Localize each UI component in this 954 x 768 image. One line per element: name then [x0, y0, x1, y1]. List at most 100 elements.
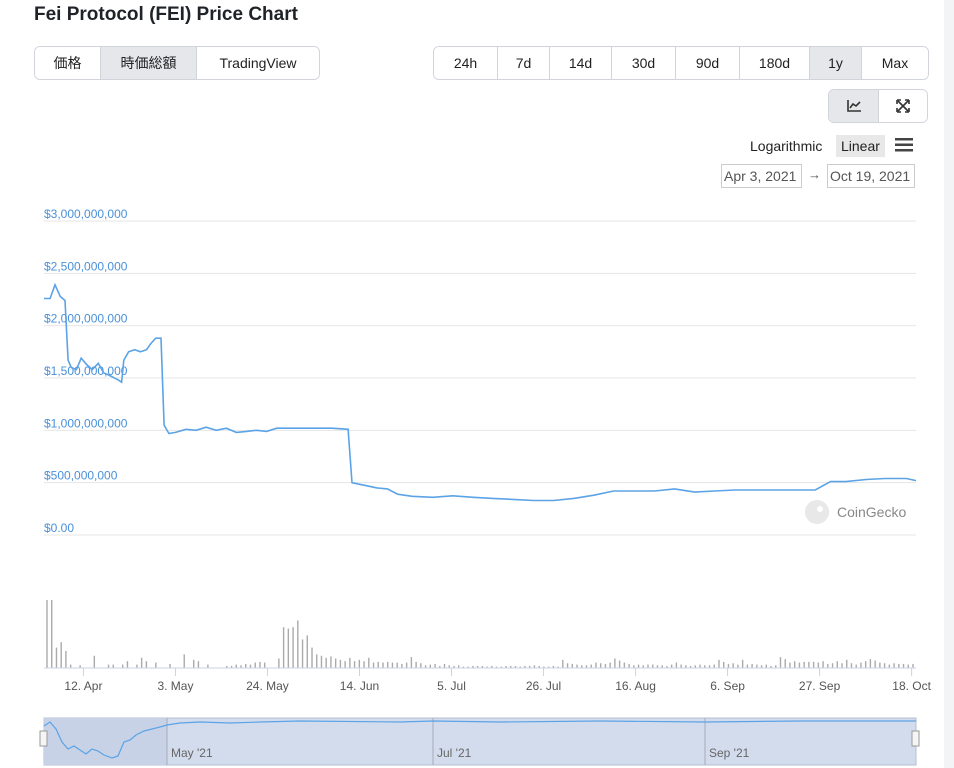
- volume-bar: [46, 600, 48, 668]
- volume-bar: [571, 663, 573, 668]
- volume-bar: [585, 665, 588, 668]
- volume-bar: [831, 663, 834, 668]
- tab-tradingview[interactable]: TradingView: [197, 47, 319, 79]
- volume-bar: [339, 659, 342, 668]
- volume-bar: [576, 664, 578, 668]
- volume-bar: [680, 664, 682, 668]
- volume-bar: [462, 666, 465, 668]
- navigator-label: May '21: [171, 746, 213, 760]
- volume-bar: [505, 665, 507, 668]
- volume-bar: [169, 663, 171, 668]
- volume-bar: [841, 663, 843, 668]
- volume-bar: [396, 662, 398, 668]
- volume-bar: [368, 657, 370, 668]
- range-14d[interactable]: 14d: [550, 47, 612, 79]
- volume-bar: [907, 664, 909, 668]
- range-7d[interactable]: 7d: [498, 47, 550, 79]
- y-tick-label: $2,000,000,000: [44, 312, 128, 326]
- volume-bar: [448, 665, 450, 668]
- volume-bar: [93, 655, 96, 668]
- volume-bar: [372, 662, 375, 668]
- volume-bar: [898, 663, 900, 668]
- volume-bar: [803, 661, 805, 668]
- volume-bar: [732, 663, 734, 668]
- volume-bar: [869, 659, 872, 668]
- scale-linear[interactable]: Linear: [836, 135, 885, 157]
- scale-logarithmic[interactable]: Logarithmic: [750, 138, 823, 154]
- volume-bar: [453, 665, 455, 668]
- y-tick-label: $500,000,000: [44, 469, 118, 483]
- volume-bar: [306, 635, 308, 668]
- volume-bar: [538, 665, 540, 668]
- volume-bar: [405, 662, 408, 668]
- y-tick-label: $1,000,000,000: [44, 416, 128, 430]
- volume-bar: [723, 661, 725, 668]
- volume-bar: [155, 662, 157, 668]
- volume-bar: [760, 665, 763, 668]
- arrow-icon: →: [808, 167, 821, 182]
- volume-bar: [510, 665, 512, 668]
- volume-bar: [609, 662, 611, 668]
- volume-bar: [670, 664, 673, 668]
- y-tick-label: $3,000,000,000: [44, 207, 128, 221]
- volume-bar: [377, 661, 379, 668]
- volume-bar: [822, 661, 824, 668]
- hamburger-menu-icon[interactable]: [895, 138, 913, 157]
- volume-bar: [846, 659, 848, 668]
- volume-bar: [647, 664, 649, 668]
- view-toggle: [828, 89, 928, 123]
- line-chart-icon[interactable]: [829, 90, 879, 122]
- tab-price[interactable]: 価格: [35, 47, 101, 79]
- volume-bar: [746, 664, 749, 668]
- volume-bar: [458, 665, 460, 668]
- volume-bar: [207, 664, 209, 668]
- volume-bar: [481, 665, 484, 668]
- x-tick-label: 27. Sep: [799, 679, 841, 693]
- range-max[interactable]: Max: [862, 47, 928, 79]
- range-24h[interactable]: 24h: [434, 47, 498, 79]
- volume-bar: [358, 659, 361, 668]
- volume-bar: [633, 665, 635, 668]
- chart-type-tabs: 価格 時価総額 TradingView: [34, 46, 320, 80]
- range-1y[interactable]: 1y: [810, 47, 862, 79]
- expand-icon[interactable]: [879, 90, 927, 122]
- volume-bar: [311, 647, 313, 668]
- volume-bar: [263, 662, 266, 668]
- volume-bar: [864, 661, 867, 668]
- volume-bar: [590, 664, 592, 668]
- volume-bar: [699, 664, 701, 668]
- volume-bar: [765, 664, 768, 668]
- navigator-line: [43, 720, 916, 759]
- date-to-input[interactable]: Oct 19, 2021: [827, 164, 915, 188]
- volume-bar: [140, 657, 143, 668]
- volume-bar: [320, 655, 323, 668]
- volume-bar: [533, 665, 536, 668]
- volume-bar: [902, 663, 905, 668]
- volume-bar: [60, 642, 62, 668]
- range-90d[interactable]: 90d: [676, 47, 740, 79]
- coingecko-watermark: CoinGecko: [805, 500, 906, 524]
- x-tick-label: 12. Apr: [64, 679, 102, 693]
- volume-bar: [552, 665, 555, 668]
- date-from-input[interactable]: Apr 3, 2021: [721, 164, 802, 188]
- volume-bar: [183, 654, 185, 668]
- volume-bar: [387, 661, 389, 668]
- y-tick-label: $0.00: [44, 521, 74, 535]
- page-scrollbar[interactable]: [944, 0, 954, 768]
- volume-bar: [259, 661, 261, 668]
- range-180d[interactable]: 180d: [740, 47, 810, 79]
- volume-bar: [349, 657, 351, 668]
- navigator[interactable]: May '21 Jul '21 Sep '21: [39, 717, 920, 766]
- volume-bar: [401, 663, 403, 668]
- volume-bar: [316, 654, 318, 668]
- volume-bar: [126, 661, 129, 668]
- range-30d[interactable]: 30d: [612, 47, 676, 79]
- volume-bar: [656, 665, 659, 668]
- volume-bar: [860, 662, 862, 668]
- navigator-right-handle: [911, 730, 920, 747]
- tab-market-cap[interactable]: 時価総額: [101, 47, 197, 79]
- watermark-text: CoinGecko: [837, 504, 906, 520]
- y-tick-label: $2,500,000,000: [44, 259, 128, 273]
- volume-bar: [694, 665, 697, 668]
